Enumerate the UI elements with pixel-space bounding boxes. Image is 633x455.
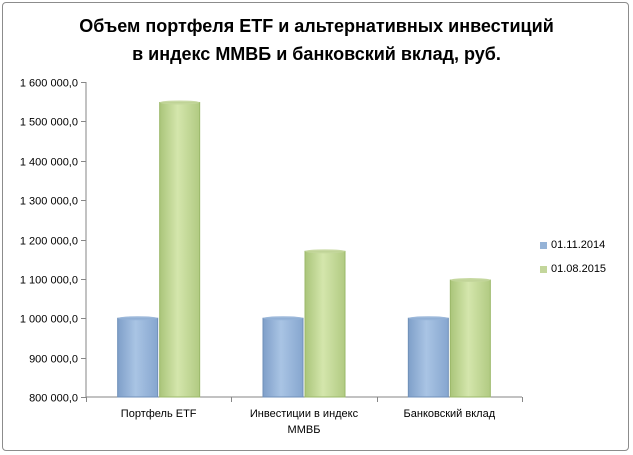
bar (304, 249, 346, 398)
y-tick-label: 800 000,0 (29, 393, 78, 405)
bar-body (159, 101, 201, 398)
legend-item-2: 01.08.2015 (540, 260, 606, 278)
bar (262, 316, 304, 398)
y-tick-label: 1 200 000,0 (20, 236, 78, 248)
y-tick-label: 1 300 000,0 (20, 196, 78, 208)
bar (407, 316, 449, 398)
legend-item-1: 01.11.2014 (540, 236, 606, 254)
chart-title-line-2: в индекс ММВБ и банковский вклад, руб. (132, 44, 501, 64)
bar (449, 278, 491, 398)
legend-swatch-2 (540, 265, 547, 273)
bar-cap (450, 278, 491, 283)
bar-cap (408, 316, 449, 321)
y-tick-label: 1 100 000,0 (20, 275, 78, 287)
legend-label-1: 01.11.2014 (551, 239, 606, 251)
bar-body (407, 317, 449, 398)
legend-label-2: 01.08.2015 (551, 263, 607, 275)
y-tick-label: 900 000,0 (29, 354, 78, 366)
axes (81, 82, 523, 402)
bar (117, 316, 159, 398)
x-category-label: ММВБ (288, 424, 321, 436)
y-tick-label: 1 000 000,0 (20, 314, 78, 326)
x-category-label: Портфель ETF (121, 408, 197, 420)
x-category-label: Банковский вклад (404, 408, 496, 420)
y-tick-label: 1 600 000,0 (20, 78, 78, 90)
labels: 800 000,0 900 000,0 1 000 000,0 1 100 000,0… (20, 78, 496, 437)
bar-body (449, 279, 491, 398)
bar-cap (305, 249, 345, 254)
legend-swatch-1 (540, 241, 547, 249)
chart-title-line-1: Объем портфеля ETF и альтернативных инве… (79, 16, 554, 36)
bar-body (262, 317, 304, 398)
legend: 01.11.2014 01.08.2015 (540, 236, 606, 284)
bar-cap (263, 316, 303, 321)
chart-title: Объем портфеля ETF и альтернативных инве… (0, 12, 633, 68)
bar-body (117, 317, 159, 398)
y-tick-label: 1 400 000,0 (20, 157, 78, 169)
bar-body (304, 250, 346, 398)
bar-cap (117, 316, 158, 321)
bar-cap (159, 100, 200, 105)
bars (117, 100, 491, 398)
bar (159, 100, 201, 398)
y-tick-label: 1 500 000,0 (20, 117, 78, 129)
x-category-label: Инвестиции в индекс (250, 408, 359, 420)
